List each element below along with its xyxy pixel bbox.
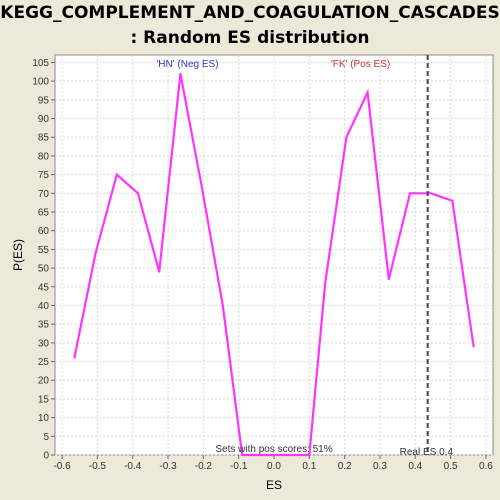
data-point <box>158 270 161 273</box>
axes: -0.6 -0.5 -0.4 -0.3 -0.2 -0.1 0.0 0.1 0.2 0.3 0.4 0… <box>32 58 493 472</box>
y-tick-label: 80 <box>38 151 50 162</box>
real-es-label: Real ES 0.4 <box>400 447 454 458</box>
y-tick-label: 85 <box>38 133 50 144</box>
x-tick-label: 0.5 <box>444 461 458 472</box>
y-tick-label: 60 <box>38 226 50 237</box>
y-tick-label: 20 <box>38 376 50 387</box>
y-tick-label: 45 <box>38 282 50 293</box>
data-point <box>221 304 224 307</box>
neg-es-label: 'HN' (Neg ES) <box>156 59 218 70</box>
data-point <box>241 454 244 456</box>
x-tick-label: -0.2 <box>195 461 213 472</box>
y-tick-label: 40 <box>38 301 50 312</box>
data-point <box>115 173 118 176</box>
chart-title-line2: : Random ES distribution <box>130 28 370 48</box>
x-tick-label: 0.0 <box>267 461 281 472</box>
x-tick-label: 0.4 <box>408 461 422 472</box>
data-point <box>94 252 97 255</box>
data-point <box>430 192 433 195</box>
grid-lines <box>55 55 493 456</box>
series-group <box>73 72 475 457</box>
x-tick-label: -0.5 <box>89 461 107 472</box>
y-tick-label: 70 <box>38 189 50 200</box>
y-tick-label: 95 <box>38 95 50 106</box>
y-tick-label: 100 <box>32 77 49 88</box>
y-tick-label: 10 <box>38 413 50 424</box>
chart-title-line1: KEGG_COMPLEMENT_AND_COAGULATION_CASCADES <box>0 3 500 23</box>
y-tick-label: 15 <box>38 394 50 405</box>
x-tick-label: -0.1 <box>230 461 248 472</box>
data-point <box>308 454 311 456</box>
series-line-0 <box>73 73 475 457</box>
y-tick-label: 55 <box>38 245 50 256</box>
sets-pos-scores-text: Sets with pos scores: 51% <box>215 444 332 455</box>
y-tick-label: 75 <box>38 170 50 181</box>
x-tick-label: -0.3 <box>159 461 177 472</box>
x-axis-title: ES <box>266 478 282 492</box>
pos-es-label: 'FK' (Pos ES) <box>331 59 390 70</box>
data-point <box>200 184 203 187</box>
data-point <box>409 192 411 195</box>
y-tick-label: 90 <box>38 114 50 125</box>
data-point <box>179 72 182 75</box>
annotations: 'HN' (Neg ES) 'FK' (Pos ES) Sets with pos … <box>156 55 453 458</box>
y-tick-label: 105 <box>32 58 49 69</box>
x-tick-label: -0.4 <box>124 461 142 472</box>
y-tick-label: 30 <box>38 338 50 349</box>
data-point <box>137 192 139 195</box>
y-tick-label: 0 <box>43 451 49 462</box>
data-point <box>366 91 369 94</box>
data-point <box>345 136 348 139</box>
x-tick-label: 0.6 <box>479 461 493 472</box>
x-tick-label: 0.1 <box>302 461 316 472</box>
x-tick-label: 0.2 <box>338 461 352 472</box>
y-tick-label: 35 <box>38 320 50 331</box>
data-point <box>387 278 390 281</box>
data-point <box>451 199 454 202</box>
y-axis-title: P(ES) <box>11 239 25 271</box>
data-point <box>472 345 475 348</box>
y-tick-label: 50 <box>38 264 50 275</box>
data-point <box>324 282 327 284</box>
y-tick-label: 5 <box>43 432 49 443</box>
x-tick-label: -0.6 <box>53 461 71 472</box>
data-point <box>73 356 76 359</box>
y-tick-label: 65 <box>38 208 50 219</box>
y-tick-label: 25 <box>38 357 50 368</box>
x-tick-label: 0.3 <box>373 461 387 472</box>
